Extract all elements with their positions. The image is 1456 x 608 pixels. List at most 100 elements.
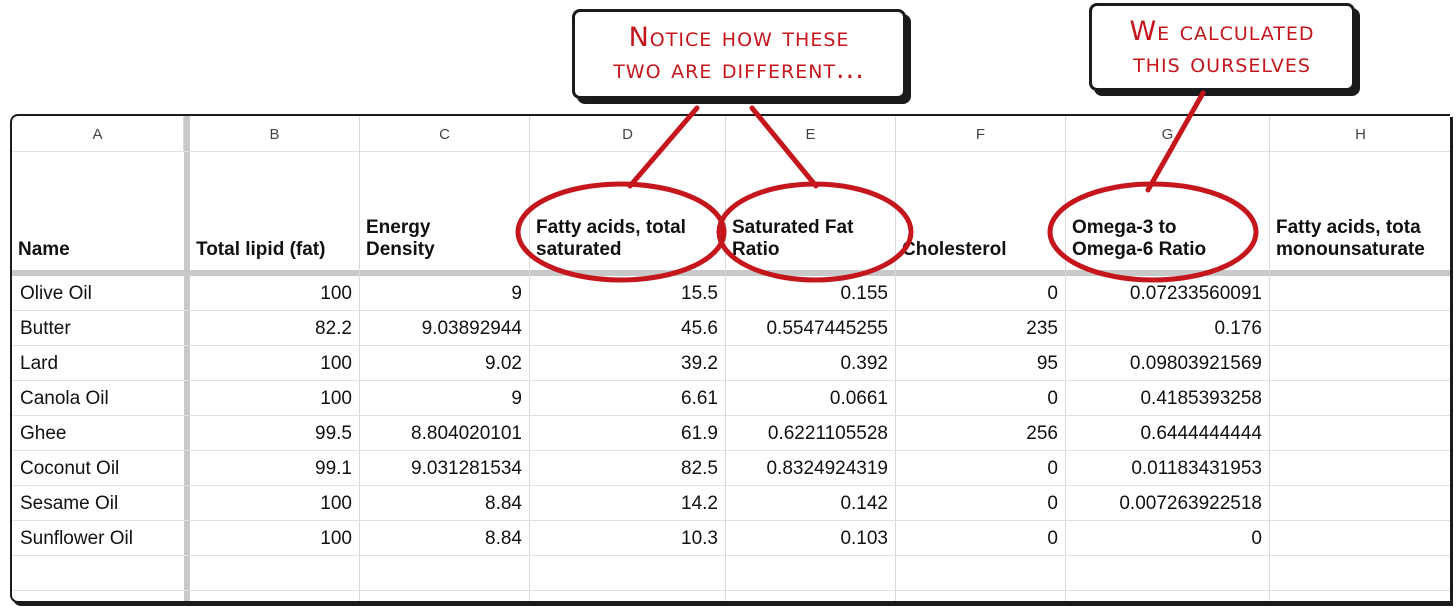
header-cell-a[interactable]: Name	[12, 152, 184, 270]
table-cell[interactable]: 82.5	[681, 457, 718, 479]
table-cell[interactable]: 0	[1047, 282, 1058, 304]
table-cell[interactable]: 39.2	[681, 352, 718, 374]
grid-hline	[12, 555, 1450, 556]
header-line-2: saturated	[536, 239, 622, 260]
table-cell[interactable]: 0.007263922518	[1119, 492, 1262, 514]
table-cell-name[interactable]: Butter	[20, 317, 71, 339]
spreadsheet-grid[interactable]: A B C D E F G H Name Total lipid (fat) Energy Densi…	[10, 114, 1450, 603]
grid-vline	[1269, 116, 1270, 601]
table-cell[interactable]: 9	[511, 282, 522, 304]
callout-calculated-line2: this ourselves	[1133, 48, 1311, 79]
table-cell[interactable]: 99.1	[315, 457, 352, 479]
table-cell[interactable]: 8.84	[485, 527, 522, 549]
table-cell[interactable]: 0.8324924319	[766, 457, 888, 479]
table-cell[interactable]: 0.6444444444	[1140, 422, 1262, 444]
table-cell[interactable]: 0	[1047, 527, 1058, 549]
table-cell[interactable]	[1270, 416, 1450, 451]
column-header-g[interactable]: G	[1066, 116, 1270, 152]
table-cell[interactable]: 61.9	[681, 422, 718, 444]
table-cell[interactable]: 100	[320, 282, 352, 304]
header-cell-g[interactable]: Omega-3 to Omega-6 Ratio	[1066, 152, 1270, 270]
table-cell[interactable]: 100	[320, 527, 352, 549]
header-cell-d[interactable]: Fatty acids, total saturated	[530, 152, 726, 270]
column-header-h[interactable]: H	[1270, 116, 1450, 152]
table-cell[interactable]: 256	[1026, 422, 1058, 444]
table-cell-name[interactable]: Sesame Oil	[20, 492, 119, 514]
table-cell[interactable]: 9.031281534	[411, 457, 522, 479]
column-header-c[interactable]: C	[360, 116, 530, 152]
table-cell[interactable]	[1270, 381, 1450, 416]
table-cell[interactable]: 0.392	[840, 352, 888, 374]
table-cell-name[interactable]: Ghee	[20, 422, 67, 444]
grid-vline	[359, 116, 360, 601]
table-cell[interactable]: 235	[1026, 317, 1058, 339]
header-cell-b[interactable]: Total lipid (fat)	[190, 152, 360, 270]
table-cell[interactable]: 0.07233560091	[1129, 282, 1262, 304]
header-line-1: Fatty acids, tota	[1276, 217, 1421, 238]
table-cell[interactable]: 82.2	[315, 317, 352, 339]
table-cell[interactable]: 0	[1251, 527, 1262, 549]
table-cell[interactable]: 8.84	[485, 492, 522, 514]
table-cell-name[interactable]: Canola Oil	[20, 387, 109, 409]
column-header-d[interactable]: D	[530, 116, 726, 152]
table-cell[interactable]	[1270, 451, 1450, 486]
table-cell[interactable]: 0.4185393258	[1140, 387, 1262, 409]
grid-hline	[12, 450, 1450, 451]
table-cell[interactable]: 14.2	[681, 492, 718, 514]
table-cell[interactable]: 95	[1036, 352, 1058, 374]
header-cell-e[interactable]: Saturated Fat Ratio	[726, 152, 896, 270]
table-cell[interactable]: 0	[1047, 492, 1058, 514]
table-cell[interactable]: 100	[320, 387, 352, 409]
header-cell-c[interactable]: Energy Density	[360, 152, 530, 270]
header-line-2: Total lipid (fat)	[196, 239, 326, 260]
column-header-e[interactable]: E	[726, 116, 896, 152]
column-header-b[interactable]: B	[190, 116, 360, 152]
table-cell[interactable]: 0.09803921569	[1129, 352, 1262, 374]
table-cell[interactable]: 0.5547445255	[766, 317, 888, 339]
header-line-2: Cholesterol	[902, 239, 1007, 260]
grid-hline	[12, 485, 1450, 486]
grid-hline	[12, 590, 1450, 591]
table-cell[interactable]	[1270, 521, 1450, 556]
table-cell-name[interactable]: Coconut Oil	[20, 457, 120, 479]
table-cell[interactable]: 0.01183431953	[1131, 457, 1262, 479]
header-cell-h[interactable]: Fatty acids, tota monounsaturate	[1270, 152, 1450, 270]
table-cell-name[interactable]: Olive Oil	[20, 282, 92, 304]
table-cell[interactable]: 10.3	[681, 527, 718, 549]
table-cell[interactable]: 6.61	[681, 387, 718, 409]
table-cell[interactable]	[1270, 486, 1450, 521]
grid-vline	[1065, 116, 1066, 601]
table-cell[interactable]: 9.02	[485, 352, 522, 374]
grid-hline	[12, 345, 1450, 346]
table-cell[interactable]: 100	[320, 352, 352, 374]
table-cell[interactable]: 8.804020101	[411, 422, 522, 444]
table-cell[interactable]: 100	[320, 492, 352, 514]
table-cell[interactable]: 45.6	[681, 317, 718, 339]
table-cell[interactable]: 99.5	[315, 422, 352, 444]
table-cell[interactable]: 0	[1047, 457, 1058, 479]
table-cell[interactable]: 9.03892944	[421, 317, 522, 339]
table-cell[interactable]	[1270, 276, 1450, 311]
table-cell[interactable]: 15.5	[681, 282, 718, 304]
table-cell[interactable]: 0.103	[840, 527, 888, 549]
table-cell-name[interactable]: Lard	[20, 352, 59, 374]
header-cell-f[interactable]: Cholesterol	[896, 152, 1066, 270]
frozen-column-divider[interactable]	[184, 116, 190, 601]
table-cell-name[interactable]: Sunflower Oil	[20, 527, 133, 549]
table-cell[interactable]	[1270, 311, 1450, 346]
table-cell[interactable]: 0.176	[1214, 317, 1262, 339]
grid-hline	[12, 520, 1450, 521]
header-line-2: Density	[366, 239, 435, 260]
header-line-1: Saturated Fat	[732, 217, 854, 238]
table-cell[interactable]: 0.0661	[829, 387, 888, 409]
column-header-f[interactable]: F	[896, 116, 1066, 152]
table-cell[interactable]: 0.142	[840, 492, 888, 514]
grid-hline	[12, 310, 1450, 311]
header-line-2: Omega-6 Ratio	[1072, 239, 1207, 260]
table-cell[interactable]: 0.6221105528	[767, 422, 888, 444]
table-cell[interactable]: 0.155	[840, 282, 888, 304]
table-cell[interactable]: 0	[1047, 387, 1058, 409]
table-cell[interactable]: 9	[511, 387, 522, 409]
table-cell[interactable]	[1270, 346, 1450, 381]
column-header-a[interactable]: A	[12, 116, 184, 152]
